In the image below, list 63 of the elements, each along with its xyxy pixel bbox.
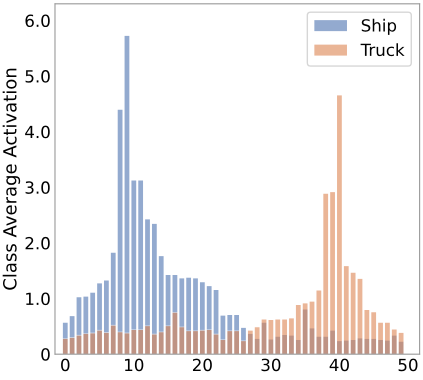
bar [172, 312, 178, 354]
bar [138, 329, 144, 354]
bar [295, 304, 302, 354]
bar [308, 300, 316, 354]
bar [164, 325, 172, 354]
bar [158, 332, 164, 354]
bar [350, 272, 356, 354]
legend-label: Ship [362, 18, 396, 35]
bar [322, 193, 329, 354]
bar [76, 334, 82, 354]
bar [144, 325, 151, 354]
bar [151, 334, 158, 354]
y-tick-label: 1.0 [26, 292, 50, 306]
y-tick-label: 5.0 [26, 70, 50, 83]
bar [90, 332, 96, 354]
bar [69, 337, 76, 354]
bar [124, 332, 130, 354]
bar [96, 330, 103, 354]
bar [130, 329, 137, 354]
bar [220, 339, 226, 354]
y-tick-label: 2.0 [26, 236, 50, 250]
x-tick-label: 10 [125, 358, 144, 372]
bar [288, 318, 295, 354]
x-tick-label: 50 [398, 358, 418, 372]
legend-label: Truck [360, 43, 405, 56]
bar [192, 330, 199, 354]
bar [268, 319, 274, 354]
bar [206, 329, 212, 354]
bar [391, 328, 398, 354]
bar [212, 334, 220, 354]
bar [336, 94, 343, 354]
x-tick-label: 20 [192, 358, 212, 372]
bar [234, 330, 240, 354]
bar [343, 265, 350, 354]
bar [199, 330, 206, 354]
bar [282, 318, 288, 354]
bar [356, 278, 364, 354]
bar [329, 191, 336, 354]
bar [82, 333, 89, 354]
bar [384, 322, 390, 354]
bar [316, 290, 322, 354]
bar [398, 332, 404, 354]
y-tick-label: 0 [41, 348, 50, 361]
y-tick-label: 4.0 [25, 126, 50, 138]
x-tick-label: 0 [61, 358, 70, 372]
bar [103, 332, 110, 354]
bar [178, 326, 185, 354]
x-tick-label: 40 [330, 358, 349, 372]
y-tick-label: 3.0 [26, 181, 50, 194]
bar [226, 330, 233, 354]
bar [254, 326, 260, 354]
bar [274, 318, 281, 354]
y-axis-title: Class Average Activation [2, 68, 20, 290]
bar [186, 330, 192, 354]
bar [364, 309, 370, 354]
bar [117, 332, 124, 354]
y-tick-label: 6.0 [25, 14, 50, 28]
bar [370, 312, 377, 354]
x-tick-label: 30 [262, 358, 280, 372]
bar [377, 322, 384, 354]
bar [240, 340, 247, 354]
bar [110, 324, 116, 354]
bar [62, 338, 68, 354]
